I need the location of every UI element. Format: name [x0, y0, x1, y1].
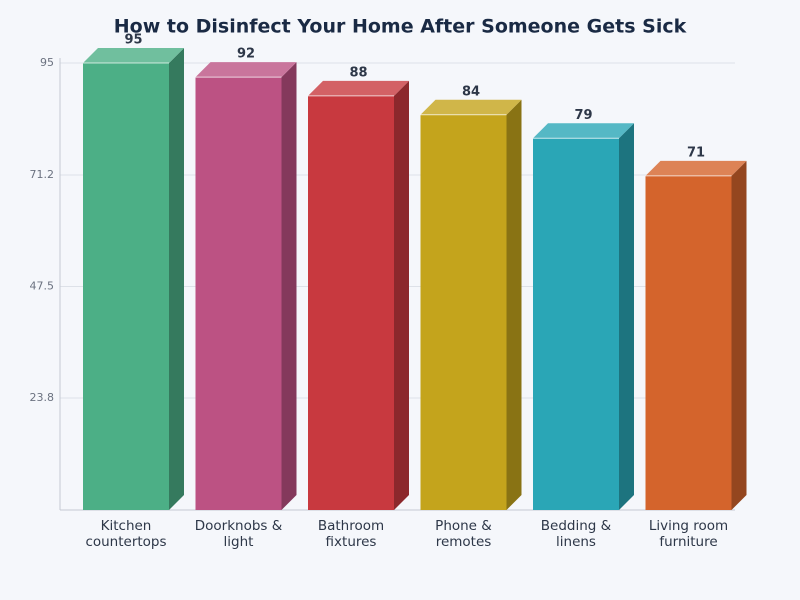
value-label: 71: [687, 145, 705, 160]
value-label: 92: [237, 47, 255, 62]
bar-top: [83, 48, 184, 63]
bar-side: [506, 99, 522, 510]
value-label: 95: [124, 33, 142, 48]
bar: [420, 114, 507, 510]
bar: [83, 63, 169, 510]
x-tick-label: Doorknobs & light: [194, 518, 283, 550]
y-tick-label: 95: [40, 56, 54, 69]
bar-side: [169, 48, 184, 510]
bar: [308, 95, 394, 511]
bar-side: [619, 123, 634, 510]
bar-side: [281, 62, 297, 511]
value-label: 88: [349, 65, 367, 80]
y-tick-label: 23.8: [30, 391, 55, 404]
bar-side: [394, 80, 409, 511]
y-tick-label: 71.2: [30, 168, 55, 181]
bar-top: [645, 160, 747, 176]
bar-top: [420, 99, 522, 115]
y-tick-label: 47.5: [30, 280, 55, 293]
bar: [533, 138, 619, 510]
x-tick-label: Living room furniture: [648, 518, 729, 550]
x-tick-label: Kitchen countertops: [85, 518, 167, 550]
chart-title: How to Disinfect Your Home After Someone…: [114, 16, 687, 38]
bar-top: [195, 62, 297, 78]
x-tick-label: Bathroom fixtures: [317, 518, 385, 550]
bar: [195, 77, 282, 511]
bar-top: [308, 80, 409, 96]
value-label: 79: [574, 108, 592, 123]
bar-top: [533, 123, 634, 139]
bar: [645, 175, 732, 510]
bar-side: [731, 160, 747, 510]
x-tick-label: Bedding & linens: [540, 518, 612, 550]
value-label: 84: [462, 84, 480, 99]
x-tick-label: Phone & remotes: [435, 518, 492, 550]
